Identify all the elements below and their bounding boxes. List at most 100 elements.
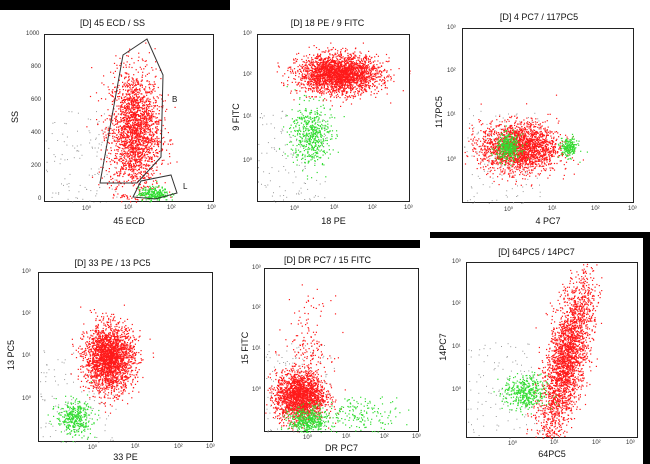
data-point <box>152 96 155 98</box>
data-point <box>137 71 139 73</box>
data-point <box>344 63 346 65</box>
data-point <box>340 78 342 80</box>
debris-point <box>290 140 291 142</box>
data-point <box>368 66 370 68</box>
data-point <box>128 75 130 77</box>
data-point <box>390 102 392 104</box>
data-point <box>124 132 126 134</box>
data-point <box>126 137 128 139</box>
data-point <box>126 142 128 144</box>
data-point <box>141 199 143 201</box>
data-point <box>134 99 136 101</box>
data-point <box>364 67 366 69</box>
data-point <box>307 67 309 69</box>
data-point <box>113 124 115 126</box>
data-point <box>121 117 123 119</box>
data-point <box>319 74 322 77</box>
data-point <box>118 184 120 186</box>
data-point <box>132 103 134 105</box>
data-point <box>111 159 113 161</box>
data-point <box>123 196 126 198</box>
data-point <box>107 86 109 88</box>
data-point <box>130 130 132 132</box>
data-point <box>131 99 133 101</box>
data-point <box>375 80 377 82</box>
data-point <box>352 65 354 67</box>
data-point <box>113 130 115 132</box>
data-point <box>308 73 310 75</box>
data-point <box>384 70 386 72</box>
data-point <box>129 96 131 99</box>
data-point <box>154 90 156 92</box>
data-point <box>387 80 389 82</box>
data-point <box>337 77 339 79</box>
data-point <box>361 74 363 76</box>
data-point <box>138 168 140 170</box>
series-red <box>276 42 411 107</box>
data-point <box>296 53 298 55</box>
data-point <box>131 157 133 159</box>
data-point <box>352 64 354 66</box>
data-point <box>166 191 168 193</box>
data-point <box>121 106 123 108</box>
data-point <box>328 81 330 83</box>
data-point <box>311 81 314 83</box>
data-point <box>135 129 137 131</box>
data-point <box>336 66 338 68</box>
debris-point <box>97 147 99 149</box>
data-point <box>155 68 157 70</box>
data-point <box>149 129 151 131</box>
data-point <box>149 120 151 122</box>
data-point <box>154 141 156 143</box>
data-point <box>127 90 129 92</box>
debris-point <box>45 140 47 142</box>
data-point <box>347 61 349 63</box>
data-point <box>121 195 123 197</box>
data-point <box>124 140 126 143</box>
data-point <box>136 138 138 140</box>
debris-point <box>101 141 103 143</box>
data-point <box>347 56 349 58</box>
y-tick: 200 <box>31 163 42 169</box>
data-point <box>137 120 139 122</box>
data-point <box>349 86 351 88</box>
data-point <box>347 84 349 86</box>
data-point <box>128 97 130 99</box>
x-tick: 10⁰ <box>82 206 92 212</box>
data-point <box>303 69 305 71</box>
data-point <box>153 191 155 193</box>
data-point <box>346 92 348 94</box>
data-point <box>146 192 149 194</box>
data-point <box>368 61 370 63</box>
data-point <box>162 100 164 102</box>
data-point <box>141 117 143 119</box>
data-point <box>313 75 315 77</box>
data-point <box>345 79 347 81</box>
data-point <box>364 84 366 86</box>
data-point <box>136 149 138 151</box>
data-point <box>110 128 112 130</box>
data-point <box>351 79 353 81</box>
data-point <box>137 102 139 105</box>
debris-point <box>272 114 274 116</box>
data-point <box>380 65 383 67</box>
data-point <box>147 160 149 162</box>
data-point <box>331 82 333 84</box>
data-point <box>359 63 361 65</box>
debris-point <box>77 197 78 199</box>
data-point <box>344 50 347 52</box>
data-point <box>343 65 345 68</box>
data-point <box>319 54 322 56</box>
data-point <box>148 174 150 176</box>
data-point <box>337 50 339 52</box>
data-point <box>325 70 327 72</box>
data-point <box>122 111 124 113</box>
data-point <box>316 73 318 75</box>
data-point <box>375 74 377 76</box>
data-point <box>365 68 368 70</box>
data-point <box>300 87 303 89</box>
data-point <box>147 139 150 141</box>
data-point <box>138 109 140 111</box>
data-point <box>146 172 148 174</box>
data-point <box>128 163 130 165</box>
